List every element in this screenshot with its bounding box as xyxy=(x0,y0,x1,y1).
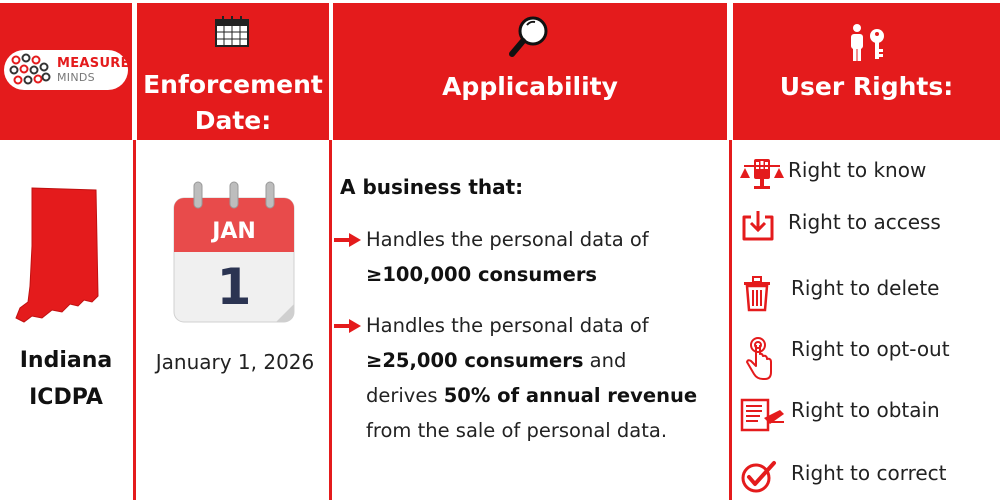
person-key-icon xyxy=(850,24,884,61)
header-date-line1: Enforcement xyxy=(143,70,323,99)
header-date-line2: Date: xyxy=(194,106,272,135)
arrow-right-icon xyxy=(334,319,361,333)
header-applicability: Applicability xyxy=(442,72,618,101)
right-label: Right to opt-out xyxy=(791,337,950,361)
download-icon xyxy=(742,211,774,241)
right-item-delete: Right to delete xyxy=(740,270,998,312)
column-divider-2 xyxy=(329,140,332,500)
right-label: Right to access xyxy=(788,210,941,234)
item1-text: Handles the personal data of xyxy=(366,228,649,251)
item2-text3: derives xyxy=(366,384,444,407)
header-applicability-cell: Applicability xyxy=(333,3,727,140)
header-rights-cell: User Rights: xyxy=(733,3,1000,140)
calendar-day: 1 xyxy=(217,258,252,316)
right-item-access: Right to access xyxy=(740,205,998,245)
right-label: Right to correct xyxy=(791,461,947,485)
checkmark-icon xyxy=(741,461,776,493)
calendar-jan-1-icon: JAN 1 xyxy=(173,181,295,323)
right-item-obtain: Right to obtain xyxy=(740,394,998,434)
header-user-rights: User Rights: xyxy=(779,72,954,101)
calendar-icon xyxy=(215,16,249,47)
header-logo-cell: MEASURE MINDS xyxy=(0,3,132,140)
applicability-item-2: Handles the personal data of ≥25,000 con… xyxy=(366,308,728,448)
item2-bold2: 50% of annual revenue xyxy=(443,384,698,407)
state-name-text: Indiana xyxy=(19,348,113,373)
logo-text-minds: MINDS xyxy=(57,71,95,84)
header-divider xyxy=(0,140,1000,142)
logo-mark-icon xyxy=(9,53,51,85)
right-item-know: Right to know xyxy=(740,154,998,194)
state-law-text: ICDPA xyxy=(29,385,103,410)
item2-text1: Handles the personal data of xyxy=(366,314,649,337)
tap-icon xyxy=(746,337,772,380)
item1-bold: ≥100,000 consumers xyxy=(366,263,598,286)
document-icon xyxy=(740,398,784,432)
logo-text-measure: MEASURE xyxy=(57,56,130,71)
state-name: Indiana ICDPA xyxy=(0,342,132,416)
enforcement-date-text: January 1, 2026 xyxy=(155,350,315,374)
item2-text4: from the sale of personal data. xyxy=(366,419,668,442)
magnifier-icon xyxy=(509,16,548,57)
scales-icon xyxy=(740,159,784,189)
applicability-lead: A business that: xyxy=(340,175,524,199)
right-label: Right to delete xyxy=(791,276,940,300)
item2-bold1: ≥25,000 consumers xyxy=(366,349,584,372)
arrow-right-icon xyxy=(334,233,361,247)
item2-text2: and xyxy=(583,349,627,372)
right-item-correct: Right to correct xyxy=(740,455,998,495)
applicability-item-1: Handles the personal data of ≥100,000 co… xyxy=(366,222,728,292)
right-label: Right to obtain xyxy=(791,398,940,422)
indiana-map-icon xyxy=(15,187,99,323)
right-item-opt-out: Right to opt-out xyxy=(740,332,998,380)
measure-minds-logo: MEASURE MINDS xyxy=(4,50,130,90)
column-divider-3 xyxy=(729,140,732,500)
calendar-month: JAN xyxy=(210,219,256,244)
trash-icon xyxy=(744,276,770,312)
right-label: Right to know xyxy=(788,158,927,182)
header-date-cell: Enforcement Date: xyxy=(137,3,329,140)
column-divider-1 xyxy=(133,140,136,500)
